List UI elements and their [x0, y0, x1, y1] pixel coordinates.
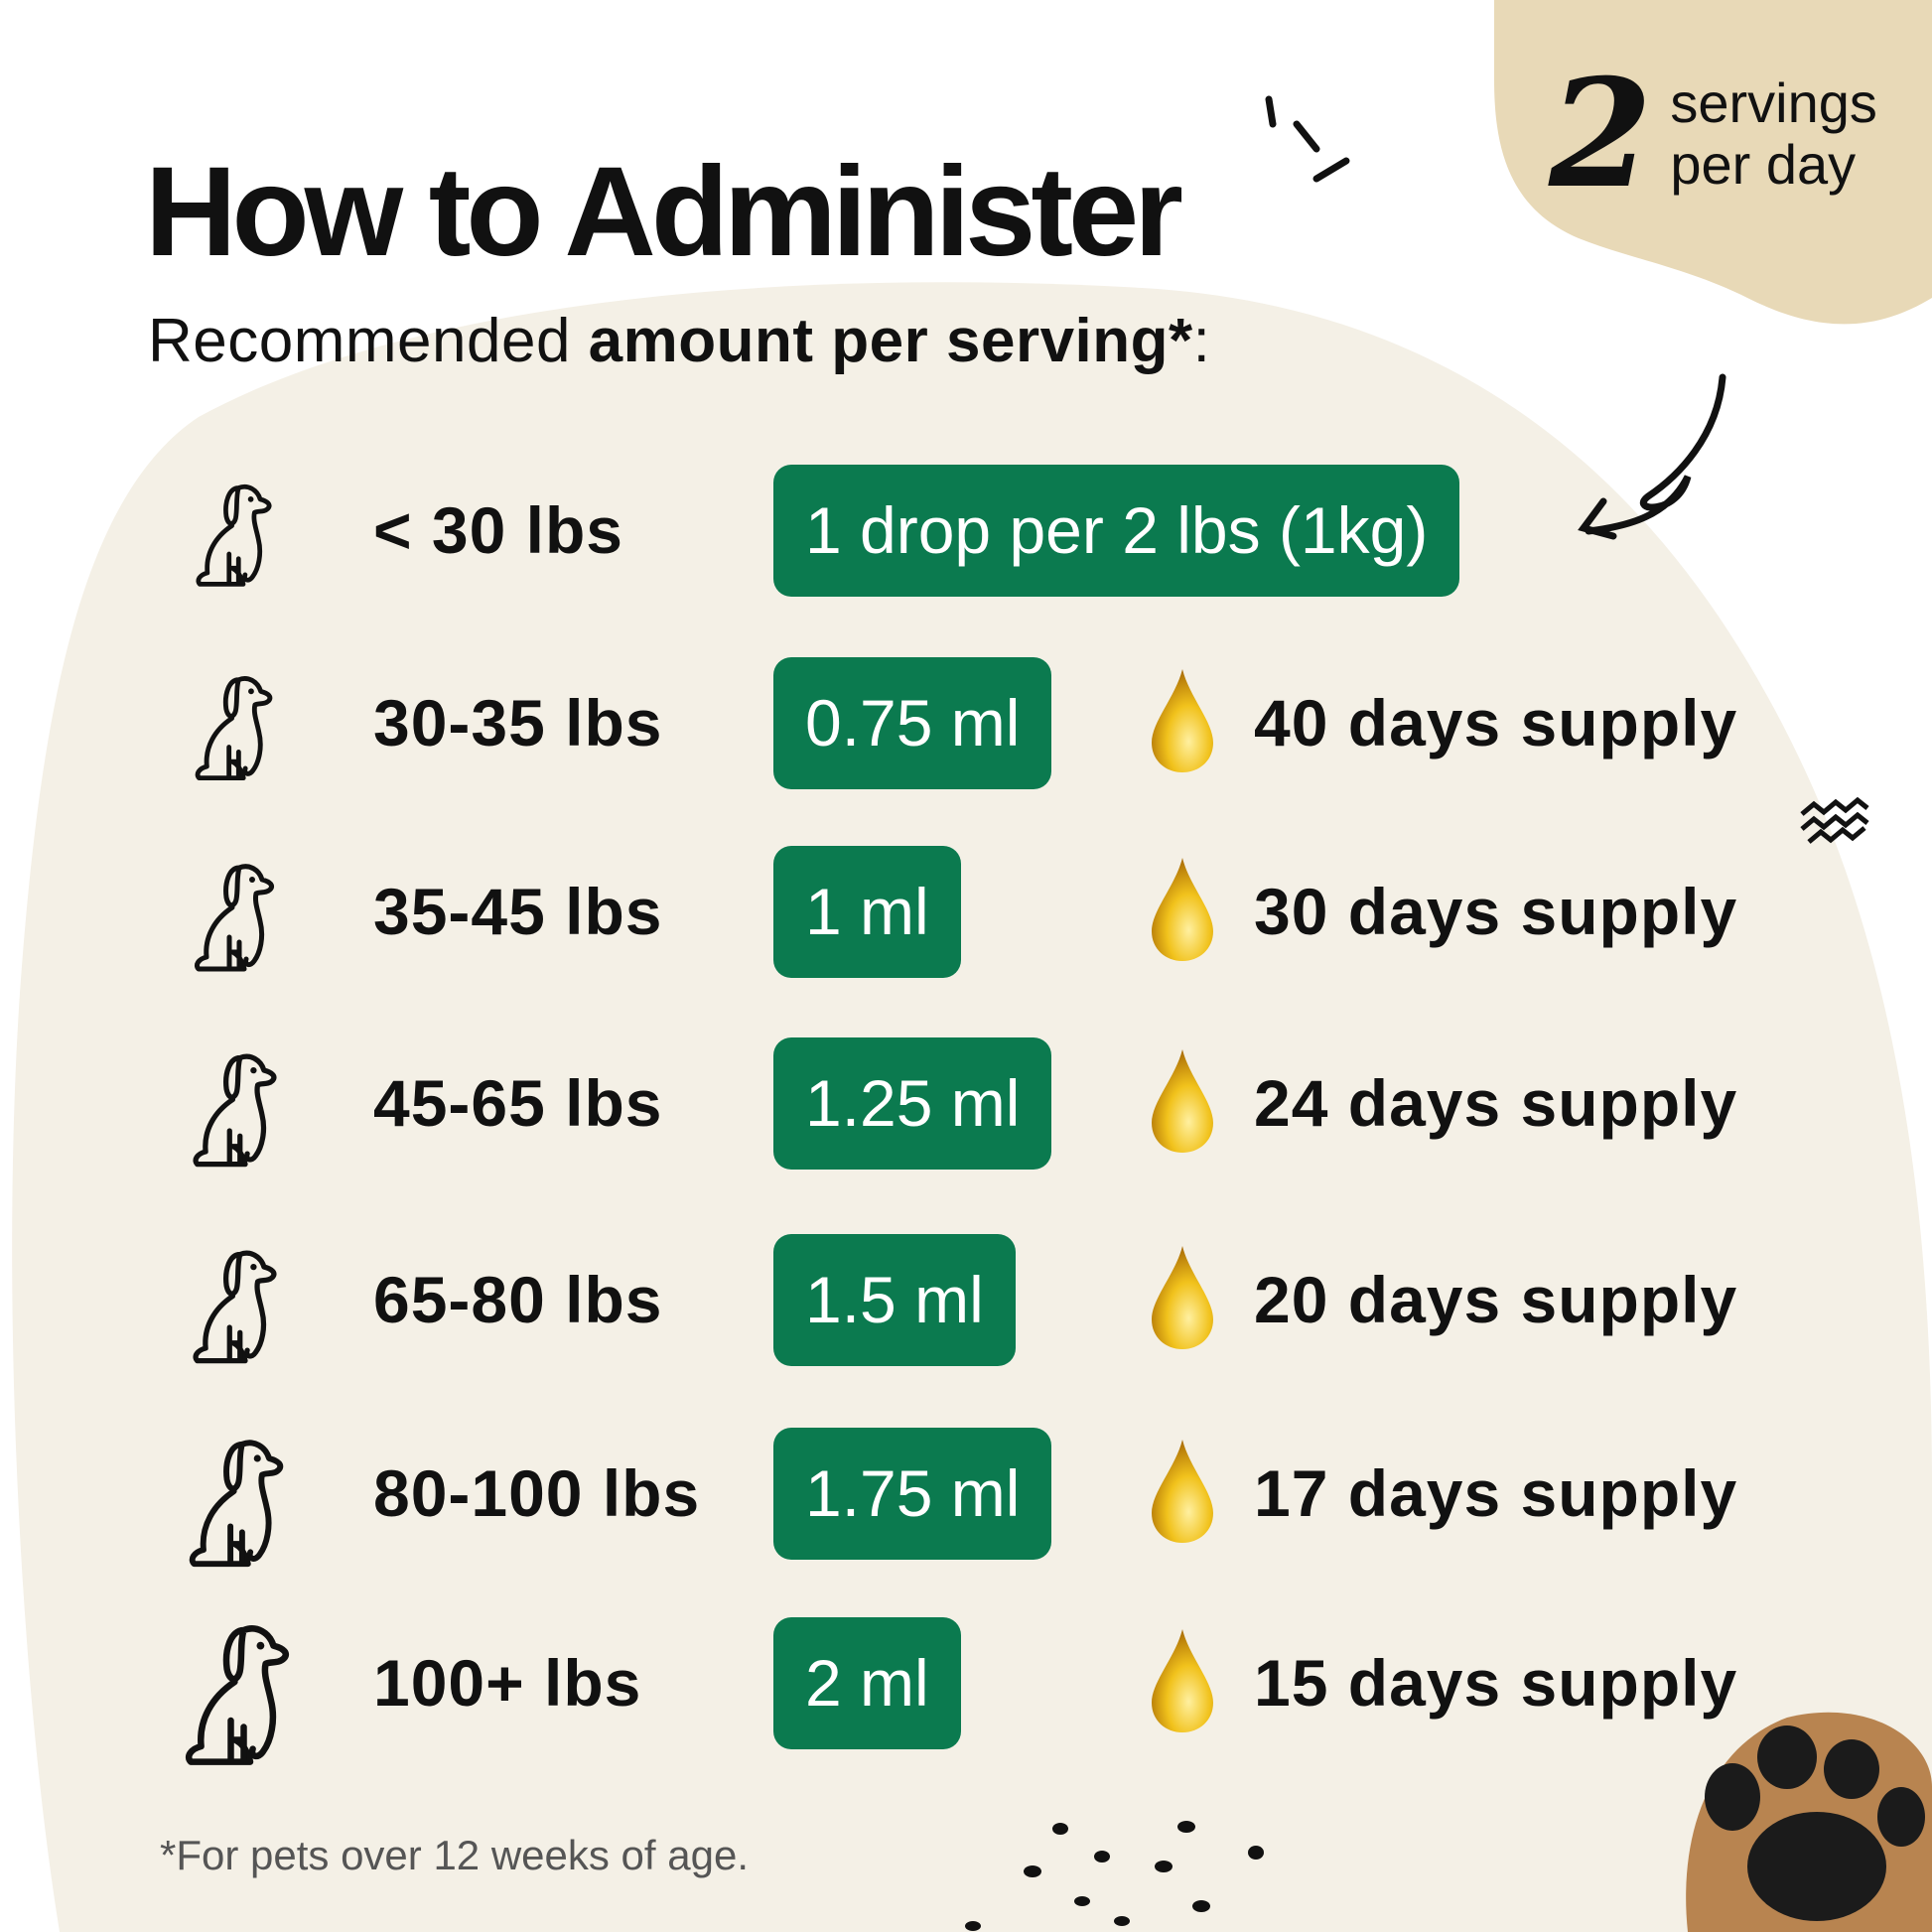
dose-amount: 1.75 ml: [773, 1428, 1052, 1560]
drop-container: [1150, 667, 1215, 779]
drop-container: [1150, 1627, 1215, 1739]
weight-range: 100+ lbs: [373, 1646, 642, 1720]
dose-amount: 1 ml: [773, 846, 961, 978]
oil-drop-icon: [1152, 1629, 1213, 1732]
dose-amount: 1 drop per 2 lbs (1kg): [773, 465, 1460, 597]
weight-range: 80-100 lbs: [373, 1456, 701, 1530]
dog-icon: [195, 676, 273, 781]
dog-icon: [194, 864, 275, 972]
drop-container: [1150, 1438, 1215, 1550]
dose-amount: 1.5 ml: [773, 1234, 1016, 1366]
days-supply: 24 days supply: [1254, 1066, 1738, 1140]
drop-container: [1150, 856, 1215, 968]
weight-range: < 30 lbs: [373, 493, 623, 567]
dosage-row: < 30 lbs 1 drop per 2 lbs (1kg): [0, 465, 1932, 597]
dosage-row: 80-100 lbs 1.75 ml 17 days supply: [0, 1428, 1932, 1567]
drop-container: [1150, 1047, 1215, 1160]
days-supply: 17 days supply: [1254, 1456, 1738, 1530]
dosage-row: 65-80 lbs 1.5 ml 20 days supply: [0, 1234, 1932, 1366]
oil-drop-icon: [1152, 1440, 1213, 1543]
dog-icon: [193, 1053, 277, 1168]
weight-range: 45-65 lbs: [373, 1066, 663, 1140]
dose-amount: 1.25 ml: [773, 1037, 1052, 1170]
days-supply: 40 days supply: [1254, 686, 1738, 759]
dosage-row: 100+ lbs 2 ml 15 days supply: [0, 1617, 1932, 1765]
dose-amount: 0.75 ml: [773, 657, 1052, 789]
dog-icon: [185, 1625, 290, 1765]
oil-drop-icon: [1152, 1049, 1213, 1153]
oil-drop-icon: [1152, 669, 1213, 772]
drop-container: [1150, 1244, 1215, 1356]
weight-range: 65-80 lbs: [373, 1263, 663, 1336]
dog-icon: [189, 1440, 284, 1567]
dose-amount: 2 ml: [773, 1617, 961, 1749]
days-supply: 15 days supply: [1254, 1646, 1738, 1720]
paw-prints-trail-icon: [965, 1821, 1264, 1931]
subtitle: Recommended amount per serving*:: [148, 306, 1210, 376]
dog-icon: [196, 483, 272, 587]
servings-line1: servings: [1670, 71, 1877, 134]
weight-range: 35-45 lbs: [373, 875, 663, 948]
subtitle-bold: amount per serving*: [588, 307, 1193, 375]
dosage-row: 45-65 lbs 1.25 ml 24 days supply: [0, 1037, 1932, 1170]
subtitle-suffix: :: [1192, 307, 1211, 375]
footnote: *For pets over 12 weeks of age.: [160, 1832, 749, 1878]
dog-paw-photo: [1686, 1712, 1932, 1932]
doodle-lines-icon: [1265, 95, 1350, 183]
oil-drop-icon: [1152, 858, 1213, 961]
servings-number: 2: [1549, 47, 1653, 221]
squiggle-icon: [1800, 796, 1869, 844]
days-supply: 20 days supply: [1254, 1263, 1738, 1336]
servings-badge: 2 servings per day: [1549, 60, 1877, 208]
weight-range: 30-35 lbs: [373, 686, 663, 759]
days-supply: 30 days supply: [1254, 875, 1738, 948]
dosage-row: 30-35 lbs 0.75 ml 40 days supply: [0, 657, 1932, 789]
dog-icon: [193, 1250, 277, 1364]
subtitle-regular: Recommended: [148, 307, 589, 375]
tan-blob: [1494, 0, 1932, 325]
oil-drop-icon: [1152, 1246, 1213, 1349]
curly-arrow-icon: [1578, 373, 1726, 540]
servings-line2: per day: [1670, 133, 1857, 196]
dosage-row: 35-45 lbs 1 ml 30 days supply: [0, 846, 1932, 978]
page-title: How to Administer: [145, 141, 1183, 283]
